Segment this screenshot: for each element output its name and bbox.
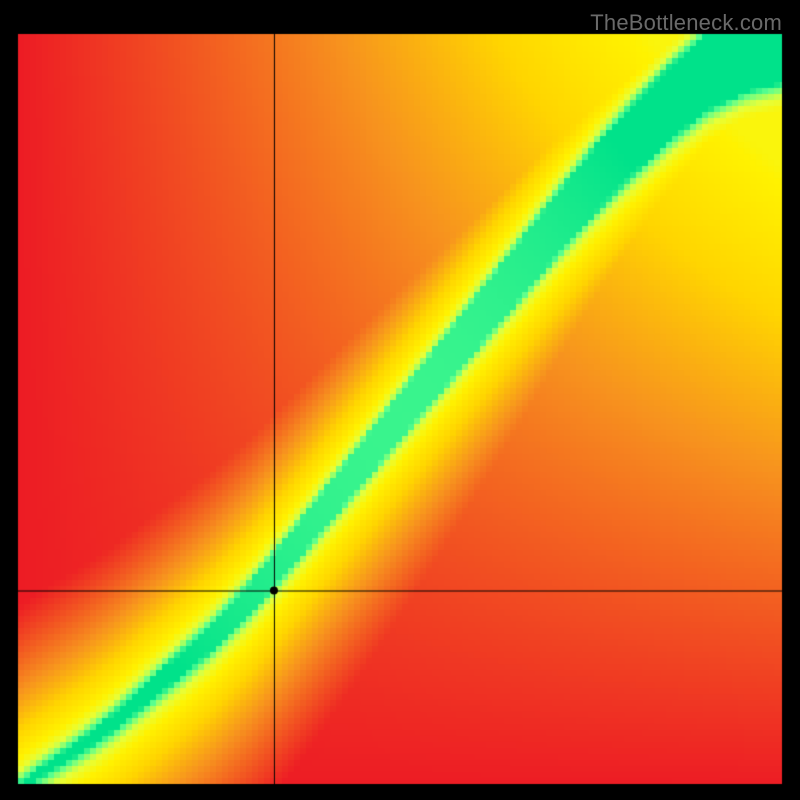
watermark-text: TheBottleneck.com [590,10,782,36]
bottleneck-heatmap [0,0,800,800]
